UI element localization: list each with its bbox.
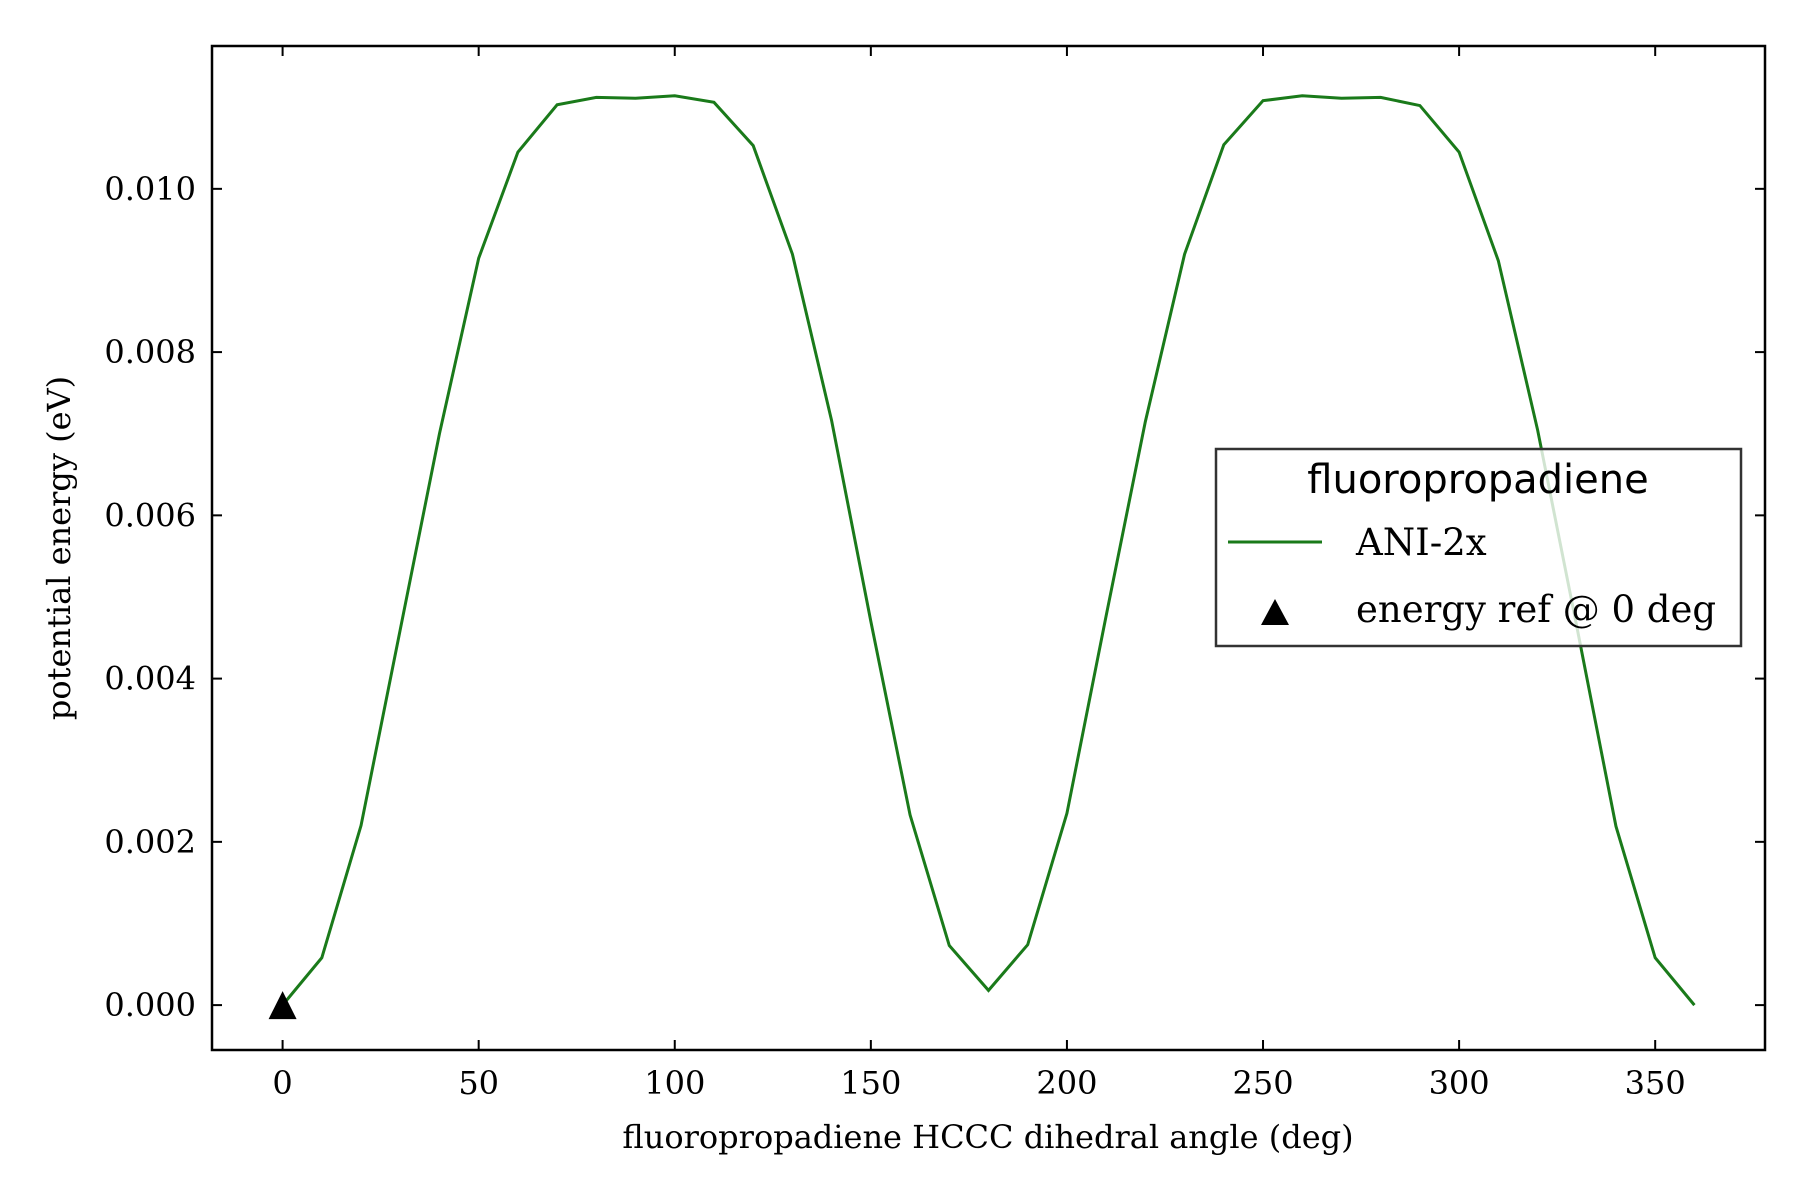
x-axis-ticks: 0 50 100 150 200 250 300 350 <box>272 46 1686 1102</box>
y-tick-label: 0.000 <box>104 986 196 1024</box>
x-axis-label: fluoropropadiene HCCC dihedral angle (de… <box>622 1118 1353 1156</box>
x-tick-label: 300 <box>1429 1064 1490 1102</box>
legend-entry-energy-ref: energy ref @ 0 deg <box>1356 588 1716 631</box>
y-axis-ticks: 0.000 0.002 0.004 0.006 0.008 0.010 <box>104 170 1765 1024</box>
y-axis-label: potential energy (eV) <box>40 376 78 720</box>
y-tick-label: 0.008 <box>104 333 196 371</box>
legend-title: fluoropropadiene <box>1307 457 1648 503</box>
series-line-ani-2x <box>281 94 1696 1007</box>
legend-triangle-marker <box>1261 599 1289 625</box>
x-tick-label: 200 <box>1036 1064 1097 1102</box>
y-tick-label: 0.006 <box>104 496 196 534</box>
plot-frame <box>210 44 1767 1052</box>
x-tick-label: 50 <box>458 1064 499 1102</box>
energy-ref-marker <box>268 991 297 1020</box>
x-tick-label: 0 <box>272 1064 292 1102</box>
energy-ref-markers <box>268 991 297 1020</box>
y-tick-label: 0.004 <box>104 660 196 698</box>
legend-entry-ani-2x: ANI-2x <box>1355 521 1487 564</box>
y-tick-label: 0.010 <box>104 170 196 208</box>
x-tick-label: 250 <box>1232 1064 1293 1102</box>
legend-box <box>1214 447 1743 648</box>
x-tick-label: 100 <box>644 1064 705 1102</box>
x-tick-label: 150 <box>840 1064 901 1102</box>
x-tick-label: 350 <box>1625 1064 1686 1102</box>
legend: fluoropropadiene ANI-2x energy ref @ 0 d… <box>1214 447 1743 648</box>
y-tick-label: 0.002 <box>104 823 196 861</box>
